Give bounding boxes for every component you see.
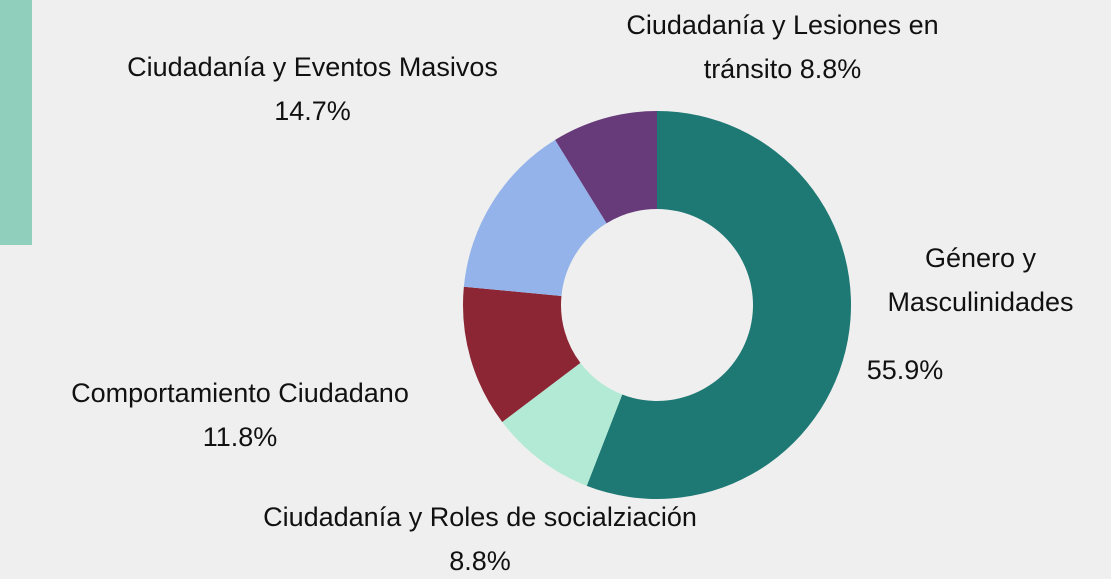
slice-label: Comportamiento Ciudadano 11.8% [0, 371, 480, 459]
donut-slice [502, 362, 623, 486]
donut-slice [555, 111, 657, 224]
accent-bar [0, 0, 32, 245]
value-label: 8.8% [449, 546, 511, 576]
donut-slice [586, 111, 851, 500]
value-label: 11.8% [202, 422, 278, 452]
category-label: Ciudadanía y Lesiones en tránsito [626, 10, 939, 84]
category-label: Comportamiento Ciudadano [71, 378, 409, 408]
donut-slice [463, 286, 581, 422]
value-label: 8.8% [799, 54, 862, 84]
slice-label: Ciudadanía y Lesiones en tránsito 8.8% [590, 3, 975, 91]
donut-slice [463, 139, 607, 296]
value-label: 14.7% [274, 96, 351, 126]
category-label: Género y Masculinidades [887, 243, 1074, 317]
slice-label: Ciudadanía y Roles de socialziación 8.8% [170, 495, 790, 579]
value-label: 55.9% [866, 355, 944, 385]
slice-value: 55.9% [855, 348, 955, 392]
category-label: Ciudadanía y Roles de socialziación [263, 502, 697, 532]
category-label: Ciudadanía y Eventos Masivos [127, 52, 498, 82]
slice-label: Ciudadanía y Eventos Masivos 14.7% [50, 45, 575, 133]
slice-label: Género y Masculinidades [850, 236, 1111, 324]
